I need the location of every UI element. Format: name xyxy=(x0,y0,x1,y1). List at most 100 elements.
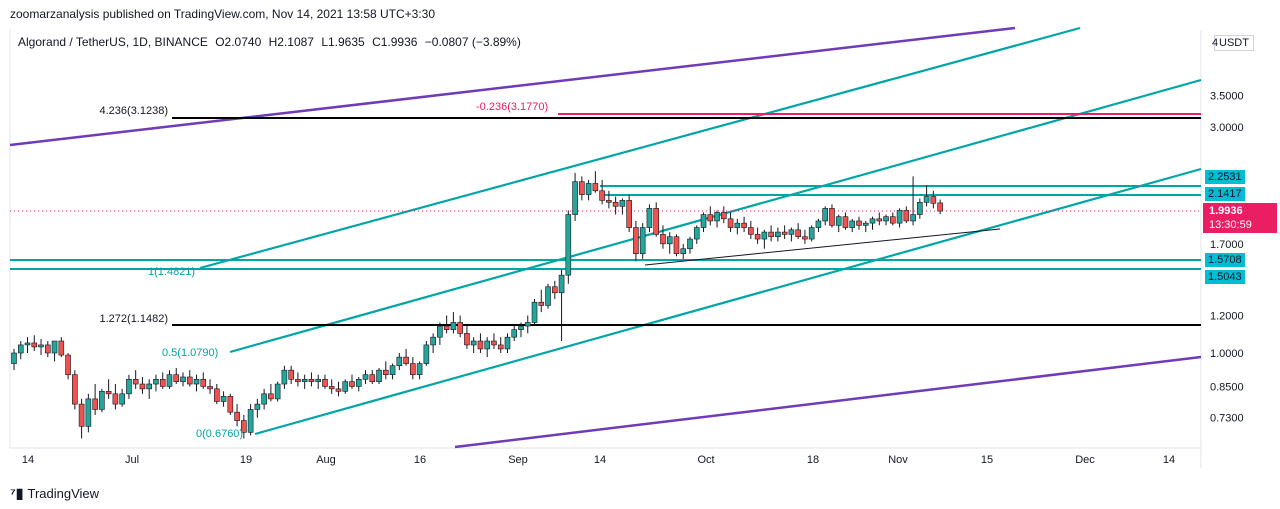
candle-up xyxy=(666,236,673,245)
candle-up xyxy=(38,344,44,348)
candle-up xyxy=(869,218,876,224)
candle-up xyxy=(687,238,693,250)
candle-down xyxy=(410,363,416,375)
candle-up xyxy=(389,365,396,375)
purple-channel-bottom[interactable] xyxy=(454,355,1202,449)
currency-button[interactable]: USDT xyxy=(1214,35,1254,51)
candle-up xyxy=(247,409,254,433)
candle-down xyxy=(58,340,65,356)
candle-down xyxy=(328,386,335,390)
candle-down xyxy=(72,374,78,405)
candle-up xyxy=(193,378,200,385)
price-tick-label: 1.0000 xyxy=(1210,348,1244,360)
candle-down xyxy=(31,342,38,348)
candle-down xyxy=(322,378,328,387)
candle-up xyxy=(99,391,105,410)
candle-up xyxy=(126,378,132,395)
time-tick-label: Jul xyxy=(125,454,139,466)
candle-down xyxy=(741,222,747,228)
candle-down xyxy=(579,181,585,195)
time-tick-label: 14 xyxy=(594,454,606,466)
price-badge-21417: 2.1417 xyxy=(1205,187,1245,201)
candle-up xyxy=(862,222,869,226)
candles-layer xyxy=(11,171,943,439)
candle-up xyxy=(470,340,477,346)
candle-down xyxy=(551,286,558,294)
time-tick-label: Nov xyxy=(888,454,908,466)
candle-down xyxy=(930,196,937,204)
candle-up xyxy=(342,381,349,392)
candle-down xyxy=(78,403,85,427)
candle-down xyxy=(268,393,274,400)
candle-up xyxy=(146,383,152,390)
candle-down xyxy=(720,212,727,220)
price-badge-15043: 1.5043 xyxy=(1205,270,1245,284)
time-tick-label: 15 xyxy=(981,454,993,466)
candle-up xyxy=(572,181,578,215)
candle-down xyxy=(349,381,355,387)
candle-up xyxy=(430,336,436,346)
candle-up xyxy=(51,340,58,354)
candle-up xyxy=(585,183,592,195)
ohlc-change: −0.0807 (−3.89%) xyxy=(424,35,521,49)
candle-down xyxy=(457,322,463,334)
candle-up xyxy=(788,229,795,235)
level-label-neg0236: -0.236(3.1770) xyxy=(476,101,548,113)
candle-down xyxy=(443,325,450,330)
time-tick-label: 19 xyxy=(240,454,252,466)
candle-up xyxy=(524,322,531,327)
candle-down xyxy=(234,411,240,421)
candle-up xyxy=(883,216,889,222)
candle-up xyxy=(808,227,815,240)
candle-up xyxy=(511,329,518,338)
candle-up xyxy=(700,214,707,228)
candle-down xyxy=(382,369,389,375)
candle-down xyxy=(768,231,774,238)
candle-up xyxy=(11,352,17,364)
candle-up xyxy=(896,210,903,224)
candle-down xyxy=(937,202,943,212)
teal-channel-bottom[interactable] xyxy=(254,167,1202,436)
last-price-badge: 1.9936 13:30:59 xyxy=(1203,203,1277,233)
candle-down xyxy=(105,391,112,395)
candle-down xyxy=(606,200,612,203)
purple-channel-top[interactable] xyxy=(9,26,1016,147)
triangle-lower-trendline[interactable] xyxy=(644,228,1001,266)
candle-down xyxy=(227,396,234,413)
candle-up xyxy=(119,393,125,405)
candle-down xyxy=(538,301,545,306)
candle-up xyxy=(24,342,31,346)
candle-up xyxy=(917,202,923,215)
price-axis: 0.7300 0.8500 1.0000 1.2000 1.7000 3.0000 3.50… xyxy=(1210,37,1244,425)
teal-channel-top[interactable] xyxy=(199,26,1081,270)
time-tick-label: Aug xyxy=(316,454,336,466)
candle-up xyxy=(301,378,308,382)
time-tick-label: 14 xyxy=(22,454,34,466)
level-label-0: 0(0.6760) xyxy=(196,428,243,440)
time-tick-label: 14 xyxy=(1163,454,1175,466)
candle-down xyxy=(497,344,504,350)
candle-up xyxy=(565,214,572,276)
candle-up xyxy=(849,220,856,228)
candle-up xyxy=(220,396,227,402)
candle-up xyxy=(734,222,741,228)
time-tick-label: 18 xyxy=(807,454,819,466)
candle-down xyxy=(477,340,484,350)
candle-down xyxy=(200,378,207,387)
candle-up xyxy=(423,344,430,364)
price-tick-label: 3.5000 xyxy=(1210,90,1244,102)
candle-up xyxy=(416,363,423,375)
candle-up xyxy=(153,378,159,385)
price-tick-label: 1.7000 xyxy=(1210,239,1244,251)
candle-down xyxy=(403,356,409,364)
candle-up xyxy=(355,378,362,387)
candle-up xyxy=(822,208,829,222)
candle-down xyxy=(673,236,680,255)
last-price-value: 1.9936 xyxy=(1209,205,1243,217)
candle-up xyxy=(761,231,768,240)
candle-down xyxy=(856,220,862,226)
footer-brand[interactable]: ⁷▮ TradingView xyxy=(10,485,99,502)
candle-up xyxy=(646,208,653,228)
ohlc-open: O2.0740 xyxy=(215,35,262,49)
